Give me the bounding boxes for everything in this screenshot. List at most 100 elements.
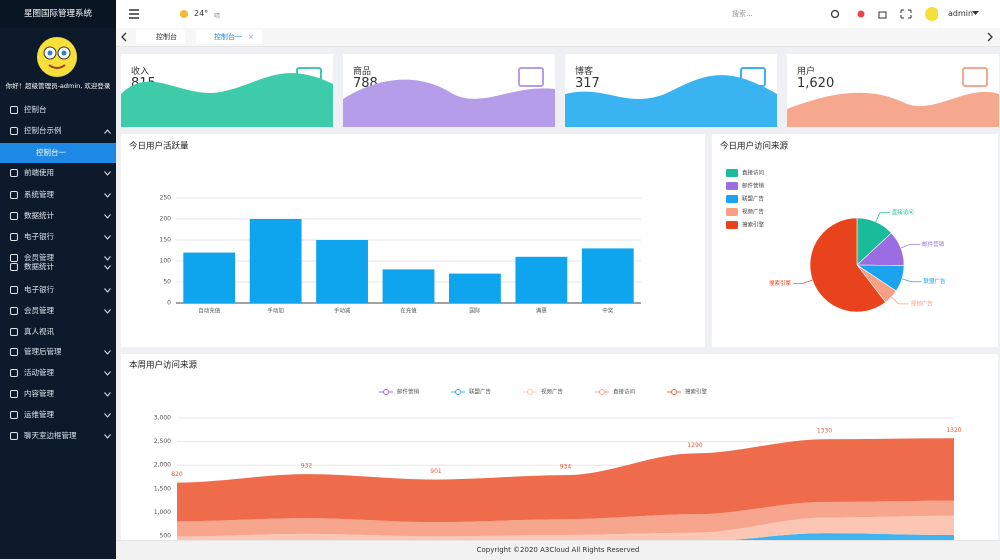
menu-icon-shape [10,348,18,356]
tab-label: 控制台 [156,33,177,41]
menu-label: 会员管理 [24,253,54,262]
chart-title: 今日用户活跃量 [129,141,189,152]
value-label: 901 [430,468,442,475]
menu-icon [10,411,18,419]
y-tick-label: 3,000 [154,415,171,422]
card-value: 317 [575,76,600,91]
menu-icon [10,286,18,294]
menu-icon [10,263,18,271]
x-tick-label: 手动减 [334,307,351,315]
legend-label: 视频广告 [541,388,564,396]
menu-label: 活动管理 [24,368,54,377]
weather: 晴 [214,13,221,20]
search-input[interactable]: 搜索... [732,10,753,18]
menu-item[interactable]: 控制台示例 [0,121,116,141]
sidebar: 星图国际管理系统 你好！超级管理员-admin, 欢迎登录 控制台 控制台示例 控制… [0,0,116,559]
menu-item[interactable]: 数据统计 [0,206,116,226]
y-tick-label: 100 [160,258,172,265]
menu-chevron [104,129,111,134]
chevron [104,265,111,270]
menu-item[interactable]: 运维管理 [0,405,116,425]
submenu-item[interactable]: 控制台一 [0,143,116,163]
panel: 今日用户活跃量 0 50 100 150 200 250 自动充值 手动加 手动减 在充值 国际 满惠 中… [121,134,705,347]
menu-item[interactable]: 聊天室边框管理 [0,426,116,446]
menu-icon-shape [10,328,18,336]
chart: 今日用户活跃量 0 50 100 150 200 250 自动充值 手动加 手动减 在充值 国际 满惠 中… [129,141,641,315]
weather-icon [180,10,188,18]
menu-icon-shape [10,286,18,294]
slice-label: 搜索引擎 [769,279,792,287]
menu-item[interactable]: 系统管理 [0,185,116,205]
stat-card: 博客 317 [565,54,777,127]
chevron [104,350,111,355]
menu-item[interactable]: 控制台 [0,100,116,120]
lock-icon[interactable] [878,11,887,19]
menu-chevron [104,235,111,240]
menu-label: 前端使用 [24,168,54,177]
menu-label: 真人视讯 [24,327,54,336]
menu-toggle[interactable] [128,8,140,20]
menu-item[interactable]: 电子银行 [0,227,116,247]
menu-icon-shape [10,169,18,177]
chevron [104,129,111,134]
menu-icon-shape [10,432,18,440]
card-graphic [343,67,555,127]
menu-item[interactable]: 内容管理 [0,384,116,404]
legend-label: 联盟广告 [469,388,492,396]
temperature: 24° [194,9,209,18]
menu-icon [10,348,18,356]
chevron [104,171,111,176]
legend-dot [599,389,605,395]
menu-item[interactable]: 数据统计 [0,257,116,277]
menu-item[interactable]: 前端使用 [0,163,116,183]
tab[interactable]: 控制台 [136,30,185,44]
legend-label: 视频广告 [742,208,765,216]
menu-icon-shape [10,307,18,315]
card-icon [518,67,544,87]
avatar [37,37,77,77]
tab-next[interactable] [986,32,994,42]
x-tick-label: 自动充值 [198,307,221,315]
legend-swatch [726,182,738,190]
chevron [104,214,111,219]
user-avatar[interactable] [925,7,938,21]
menu-label: 运维管理 [24,410,54,419]
menu-chevron [104,256,111,261]
menu-icon [10,106,18,114]
menu-item[interactable]: 管理后管理 [0,342,116,362]
tab-close[interactable]: × [248,33,254,41]
menu-item[interactable]: 电子银行 [0,280,116,300]
tab-active[interactable]: 控制台一 × [196,30,262,44]
bar [183,252,236,303]
menu-item[interactable]: 真人视讯 [0,322,116,342]
card-label: 收入 [131,67,150,77]
refresh-icon[interactable] [830,9,840,19]
menu-chevron [104,288,111,293]
notify-icon[interactable] [857,10,865,18]
menu-icon [10,307,18,315]
menu-item[interactable]: 会员管理 [0,301,116,321]
chevron [104,288,111,293]
tab-prev[interactable] [120,32,128,42]
menu-item[interactable]: 活动管理 [0,363,116,383]
footer: Copyright ©2020 A3Cloud All Rights Reser… [116,540,1000,560]
menu-icon [10,254,18,262]
chevron [104,235,111,240]
menu-label: 系统管理 [24,190,54,199]
card-icon [296,67,322,87]
fullscreen-icon[interactable] [900,9,912,19]
legend-label: 直接访问 [613,388,635,396]
legend-dot [671,389,677,395]
chevron [104,392,111,397]
area [177,438,954,523]
menu-label: 管理后管理 [24,347,62,356]
y-tick-label: 0 [167,300,171,307]
area [177,515,954,546]
menu-icon-shape [10,263,18,271]
menu-icon [10,127,18,135]
menu-icon [10,369,18,377]
card-label: 博客 [575,67,594,77]
menu-item[interactable]: 会员管理 [0,248,116,268]
user-name[interactable]: admin [948,9,974,18]
